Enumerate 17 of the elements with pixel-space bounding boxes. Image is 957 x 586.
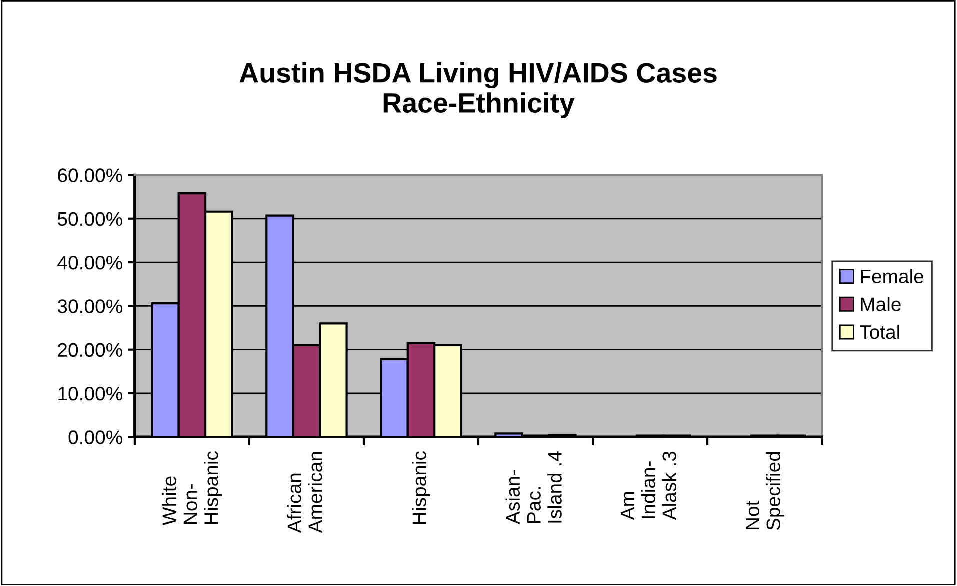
y-tick-label: 40.00%: [58, 256, 122, 270]
x-tick-label: Hispanic: [412, 452, 430, 524]
y-tick-label: 60.00%: [58, 168, 122, 182]
x-tick-label: Am Indian- Alask .3: [620, 452, 676, 520]
y-tick-label: 30.00%: [58, 300, 122, 314]
y-tick-label: 0.00%: [68, 430, 122, 444]
x-tick-label: Asian- Pac. Island .4: [506, 452, 562, 525]
y-tick-label: 50.00%: [58, 212, 122, 226]
y-tick-label: 20.00%: [58, 343, 122, 358]
legend-label: Female: [861, 269, 924, 284]
legend-label: Total: [860, 324, 900, 340]
legend-label: Male: [861, 297, 901, 312]
x-tick-label: African American: [287, 452, 322, 534]
chart-title: Austin HSDA Living HIV/AIDS Cases Race-Ethnicity: [240, 62, 717, 118]
x-tick-label: Not Specified: [746, 452, 784, 530]
y-tick-label: 10.00%: [58, 386, 122, 401]
x-tick-label: White Non- Hispanic: [162, 452, 222, 526]
